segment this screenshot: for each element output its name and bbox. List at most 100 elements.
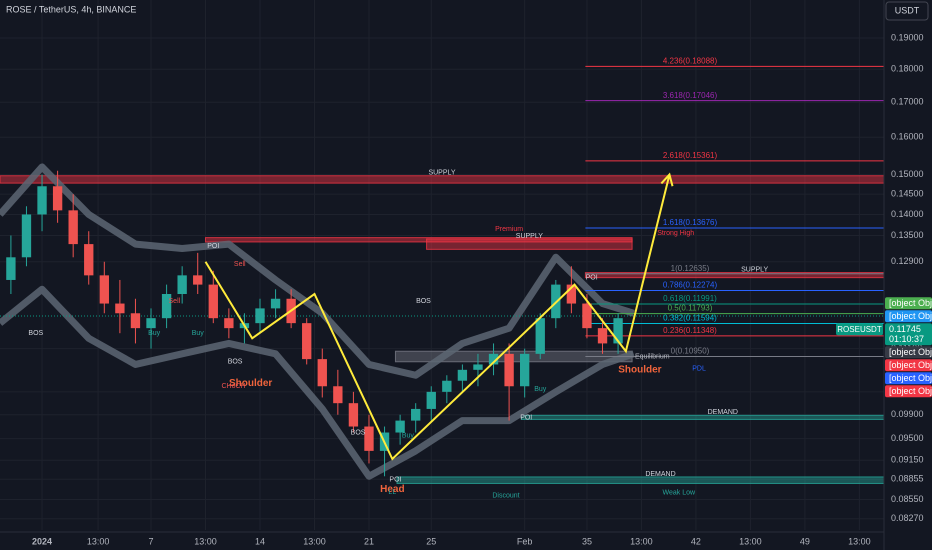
annotation: BOS <box>228 359 243 366</box>
annotation: PDL <box>692 366 706 373</box>
x-tick-label: 13:00 <box>303 536 326 546</box>
candle-body <box>270 298 281 309</box>
x-tick-label: 2024 <box>32 536 52 546</box>
y-tick-label: 0.08550 <box>891 494 924 504</box>
candle-body <box>84 244 94 276</box>
zone-label: DEMAND <box>708 409 738 416</box>
annotation: POI <box>389 476 401 483</box>
zone-label: DEMAND <box>645 471 675 478</box>
symbol-badge <box>836 323 883 336</box>
y-tick-label: 0.17000 <box>891 97 924 107</box>
candle-body <box>161 293 172 319</box>
fib-label: 0.786(0.12274) <box>663 281 718 290</box>
x-tick-label: 25 <box>426 536 436 546</box>
currency-label[interactable]: USDT <box>895 5 920 15</box>
annotation: POI <box>520 415 532 422</box>
candle-body <box>333 386 343 404</box>
fib-label: 1(0.12635) <box>671 264 710 273</box>
price-badge-label: [object Object] <box>889 386 932 396</box>
y-tick-label: 0.14000 <box>891 209 924 219</box>
fib-label: 3.618(0.17046) <box>663 91 718 100</box>
annotation: Buy <box>192 330 205 337</box>
candle-body <box>52 186 63 211</box>
candle-body <box>6 257 16 280</box>
annotation: Strong High <box>657 230 694 237</box>
currency-button[interactable] <box>885 1 929 21</box>
zone-label: SUPPLY <box>516 233 543 240</box>
candle-body <box>582 303 592 329</box>
countdown: 01:10:37 <box>889 334 924 344</box>
candle-body <box>208 284 218 319</box>
fib-label: 0.382(0.11594) <box>663 314 717 323</box>
y-tick-label: 0.15000 <box>891 169 924 179</box>
x-tick-label: 42 <box>691 536 701 546</box>
zone <box>0 175 885 184</box>
candle-body <box>224 318 234 329</box>
axes: 2024 13:00 7 13:00 14 13:00 21 25 Feb 35 13:00 42 13… <box>32 32 932 546</box>
annotation: Sell <box>169 298 181 305</box>
annotation: Buy <box>402 432 415 439</box>
fib-label: 0.618(0.11991) <box>663 294 717 303</box>
zone-label: SUPPLY <box>741 266 768 273</box>
zone <box>521 414 885 420</box>
annotation: BOS <box>28 330 43 337</box>
candle-body <box>146 318 156 329</box>
annotation: LL <box>388 489 396 496</box>
candle-body <box>504 353 514 387</box>
candle-body <box>177 275 187 294</box>
x-tick-label: 14 <box>255 536 265 546</box>
plot: SUPPLY SUPPLY SUPPLY DEMAND DEMAND 4.236(0.18… <box>0 0 885 530</box>
candle-body <box>566 284 577 304</box>
annotation: Equilibrium <box>635 353 670 360</box>
candle-body <box>302 323 312 360</box>
fib-label: 4.236(0.18088) <box>663 57 718 66</box>
annotation: Sell <box>234 261 246 268</box>
price-badge <box>885 297 932 310</box>
candle-body <box>37 186 47 215</box>
candle-body <box>348 403 359 427</box>
y-tick-label: 0.12900 <box>891 256 924 266</box>
price-badge <box>885 310 932 323</box>
x-tick-label: 13:00 <box>194 536 217 546</box>
candle-body <box>488 353 499 365</box>
annotation: Shoulder <box>618 364 661 375</box>
y-tick-label: 0.09500 <box>891 433 924 443</box>
x-tick-label: Feb <box>517 536 533 546</box>
candle-body <box>364 426 374 451</box>
fib-label: 0(0.10950) <box>671 347 710 356</box>
candle-body <box>520 353 530 387</box>
fib-label: 1.618(0.13676) <box>663 218 718 227</box>
y-tick-label: 0.08855 <box>891 474 924 484</box>
annotation: Premium <box>495 226 523 233</box>
pattern-line <box>204 174 671 461</box>
symbol-badge-label: ROSEUSDT <box>837 325 882 334</box>
y-tick-label: 0.09900 <box>891 409 924 419</box>
x-tick-label: 13:00 <box>848 536 871 546</box>
candle-body <box>473 364 483 370</box>
annotation: Head <box>380 484 404 495</box>
price-badge-label: [object Object] <box>889 360 932 370</box>
chart-title: ROSE / TetherUS, 4h, BINANCE <box>6 4 136 14</box>
x-tick-label: 21 <box>364 536 374 546</box>
fib-label: 0.236(0.11348) <box>663 326 717 335</box>
annotation: Buy <box>148 330 161 337</box>
x-tick-label: 13:00 <box>630 536 653 546</box>
price-badge <box>885 385 932 398</box>
x-tick-label: 13:00 <box>739 536 762 546</box>
price-badge <box>885 359 932 372</box>
annotation: Shoulder <box>229 378 272 389</box>
price-badge-label: 0.11745 <box>889 324 921 334</box>
price-badge <box>885 346 932 359</box>
annotation: BOS <box>416 298 431 305</box>
annotation: POI <box>586 274 598 281</box>
y-tick-label: 0.08270 <box>891 513 924 523</box>
candle-body <box>426 391 436 409</box>
x-tick-label: 13:00 <box>87 536 110 546</box>
price-axis <box>884 0 932 550</box>
price-badge <box>885 323 932 346</box>
y-tick-label: 0.14500 <box>891 189 924 199</box>
candle-body <box>535 318 545 354</box>
annotation: Weak Low <box>663 490 696 497</box>
